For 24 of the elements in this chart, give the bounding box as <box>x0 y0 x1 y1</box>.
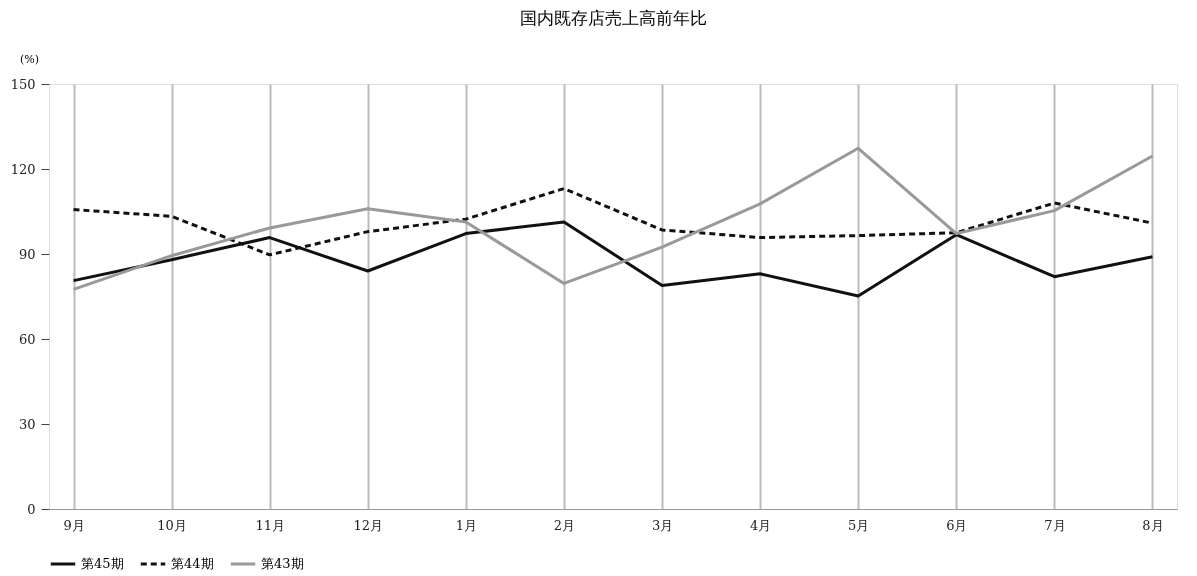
legend-label: 第44期 <box>171 556 214 571</box>
legend-label: 第43期 <box>261 556 304 571</box>
y-tick-label: 90 <box>18 246 36 262</box>
line-series <box>72 146 1154 291</box>
chart-title: 国内既存店売上高前年比 <box>519 8 707 28</box>
y-tick-label: 30 <box>18 416 36 432</box>
legend-label: 第45期 <box>81 556 124 571</box>
y-tick-label: 0 <box>27 501 36 517</box>
x-tick-label: 8月 <box>1142 517 1164 533</box>
x-tick-label: 7月 <box>1044 517 1066 533</box>
x-tick-label: 10月 <box>157 517 187 533</box>
x-tick-label: 12月 <box>353 517 384 533</box>
x-tick-label: 3月 <box>651 517 674 533</box>
y-tick-label: 60 <box>18 331 36 347</box>
y-axis-title: (%) <box>19 52 40 66</box>
x-tick-label: 1月 <box>455 517 478 533</box>
x-tick-label: 6月 <box>946 517 968 533</box>
x-tick-label: 5月 <box>848 517 870 533</box>
y-tick-label: 150 <box>10 76 36 92</box>
y-tick-label: 120 <box>10 161 36 177</box>
x-tick-label: 4月 <box>749 517 772 533</box>
x-tick-label: 2月 <box>553 517 576 533</box>
x-tick-label: 9月 <box>63 517 85 533</box>
x-tick-label: 11月 <box>255 517 285 533</box>
